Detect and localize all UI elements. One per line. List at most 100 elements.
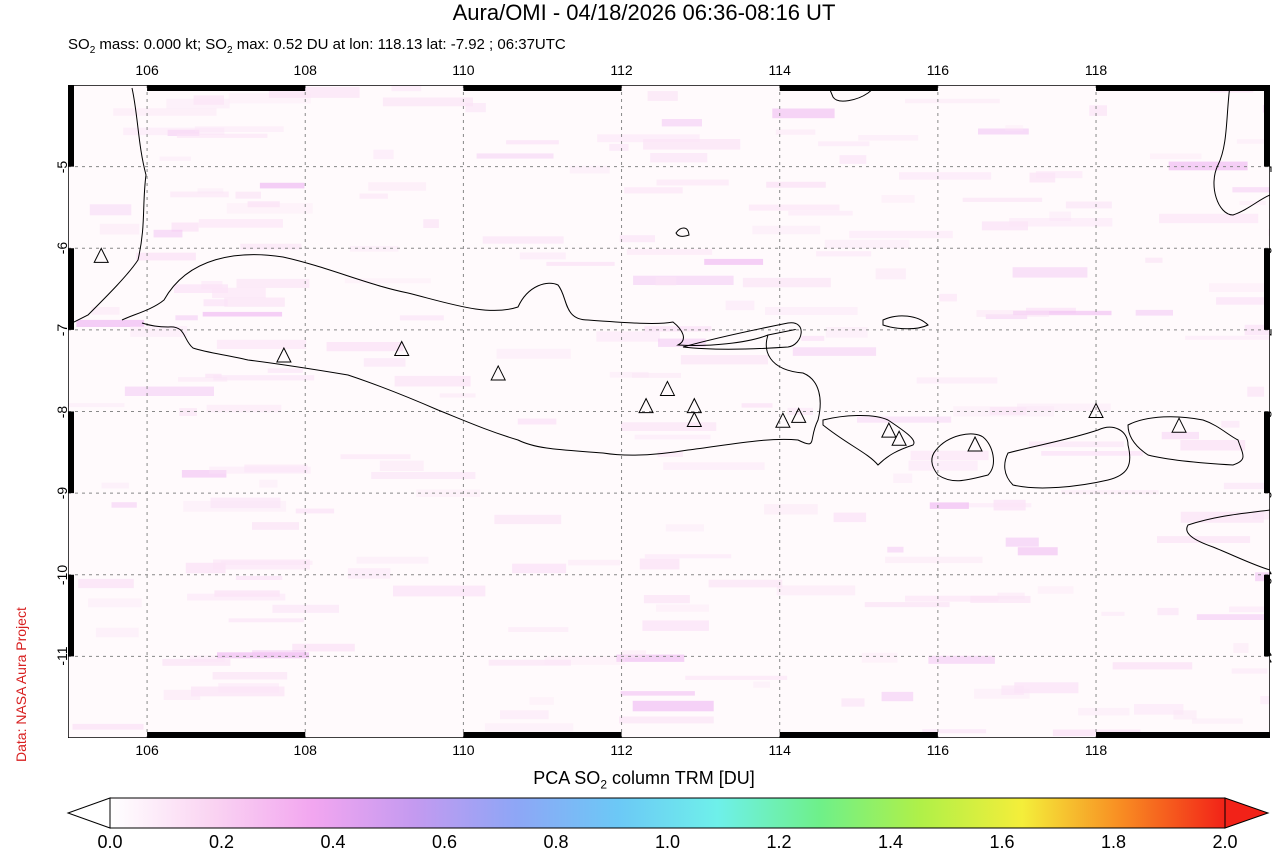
so2-haze-cell xyxy=(179,408,197,416)
coastline-lombok xyxy=(931,433,994,482)
map-panel xyxy=(68,85,1270,738)
so2-haze-cell xyxy=(1232,187,1270,193)
volcano-triangle xyxy=(790,407,807,423)
frame-bar-right xyxy=(1264,248,1270,330)
so2-haze-cell xyxy=(624,187,683,194)
so2-haze-cell xyxy=(1233,643,1249,653)
colorbar-tick-label: 1.0 xyxy=(654,832,681,852)
so2-haze-cell xyxy=(292,643,355,652)
so2-haze-cell xyxy=(841,698,865,707)
so2-haze-cell xyxy=(1145,257,1163,263)
frame-bar-left xyxy=(68,85,74,167)
so2-haze-cell xyxy=(905,595,999,602)
so2-haze-cell xyxy=(209,466,311,474)
so2-haze-cell xyxy=(363,358,406,367)
so2-haze-cell xyxy=(1005,125,1024,131)
so2-haze-cell xyxy=(99,223,140,235)
so2-haze-cell xyxy=(295,508,335,514)
so2-haze-cell xyxy=(639,558,680,570)
longitude-tick-label: 112 xyxy=(610,742,633,758)
so2-haze-cell xyxy=(187,593,286,601)
so2-haze-cell xyxy=(568,559,621,566)
so2-haze-cell xyxy=(685,675,788,680)
so2-haze-cell xyxy=(1223,482,1269,490)
frame-bar-bottom xyxy=(463,732,622,738)
so2-haze-cell xyxy=(772,108,835,119)
so2-haze-cell xyxy=(546,261,615,266)
so2-haze-cell xyxy=(1168,161,1248,171)
so2-haze-cell xyxy=(1041,451,1143,456)
so2-haze-cell xyxy=(194,126,284,132)
so2-haze-cell xyxy=(519,252,566,260)
so2-haze-cell xyxy=(368,182,427,191)
so2-haze-cell xyxy=(213,375,315,381)
colorbar-tick-label: 1.6 xyxy=(989,832,1015,852)
so2-haze-cell xyxy=(512,563,567,574)
so2-haze-cell xyxy=(171,222,199,232)
so2-haze-cell xyxy=(824,239,910,249)
so2-haze-cell xyxy=(185,562,226,574)
so2-haze-cell xyxy=(861,652,898,663)
coastline-kangean xyxy=(882,315,929,330)
so2-haze-cell xyxy=(1029,441,1124,448)
so2-haze-cell xyxy=(212,287,266,299)
so2-haze-cell xyxy=(1017,403,1111,411)
so2-haze-cell xyxy=(632,700,714,712)
so2-haze-cell xyxy=(1180,440,1246,451)
so2-haze-cell xyxy=(643,595,690,604)
so2-haze-cell xyxy=(619,716,714,724)
so2-haze-cell xyxy=(484,723,574,732)
so2-haze-cell xyxy=(347,568,391,579)
colorbar-tick-label: 1.8 xyxy=(1100,832,1127,852)
so2-haze-cell xyxy=(916,377,998,384)
so2-haze-cell xyxy=(1159,213,1259,224)
volcano-triangle xyxy=(775,412,791,428)
so2-haze-cell xyxy=(1135,309,1173,316)
longitude-tick-label: 110 xyxy=(452,62,475,78)
so2-haze-cell xyxy=(359,193,388,199)
coastline-sumbawa xyxy=(1004,426,1131,489)
colorbar-title-subscript: 2 xyxy=(600,777,607,792)
so2-haze-cell xyxy=(609,143,629,151)
volcano-triangle xyxy=(891,430,907,446)
longitude-tick-label: 110 xyxy=(452,742,475,758)
so2-haze-cell xyxy=(1134,704,1184,715)
so2-haze-layer xyxy=(68,86,1270,737)
so2-haze-cell xyxy=(849,230,953,239)
so2-haze-cell xyxy=(163,689,201,700)
so2-haze-cell xyxy=(124,386,214,396)
colorbar-tick-label: 0.8 xyxy=(543,832,569,852)
longitude-tick-label: 112 xyxy=(610,62,633,78)
so2-haze-cell xyxy=(788,210,853,216)
frame-bar-left xyxy=(68,411,74,494)
so2-haze-cell xyxy=(976,310,1050,317)
so2-haze-cell xyxy=(159,156,191,161)
so2-haze-cell xyxy=(517,418,557,425)
so2-haze-cell xyxy=(235,575,283,580)
so2-haze-cell xyxy=(893,473,913,483)
so2-haze-cell xyxy=(993,499,1026,511)
so2-haze-cell xyxy=(596,331,660,342)
coastline-flores xyxy=(1127,416,1244,466)
so2-haze-cell xyxy=(203,299,228,307)
so2-haze-cell xyxy=(379,460,424,471)
so2-summary-part: SO xyxy=(68,36,90,53)
so2-haze-cell xyxy=(569,165,610,174)
colorbar-title: PCA SO2 column TRM [DU] xyxy=(0,768,1288,792)
so2-haze-cell xyxy=(350,245,399,252)
so2-haze-cell xyxy=(267,368,303,373)
so2-haze-cell xyxy=(494,514,562,525)
so2-haze-cell xyxy=(198,219,283,228)
so2-haze-cell xyxy=(1247,386,1265,397)
longitude-tick-label: 108 xyxy=(293,742,317,758)
so2-haze-cell xyxy=(68,403,125,408)
frame-bar-left xyxy=(68,574,74,657)
so2-haze-cell xyxy=(663,462,765,470)
so2-haze-cell xyxy=(657,451,683,457)
so2-haze-cell xyxy=(1231,668,1268,674)
so2-haze-cell xyxy=(953,406,1055,417)
so2-haze-cell xyxy=(76,319,145,327)
so2-haze-cell xyxy=(978,128,1029,135)
so2-haze-cell xyxy=(661,119,702,127)
so2-haze-cell xyxy=(259,479,278,488)
